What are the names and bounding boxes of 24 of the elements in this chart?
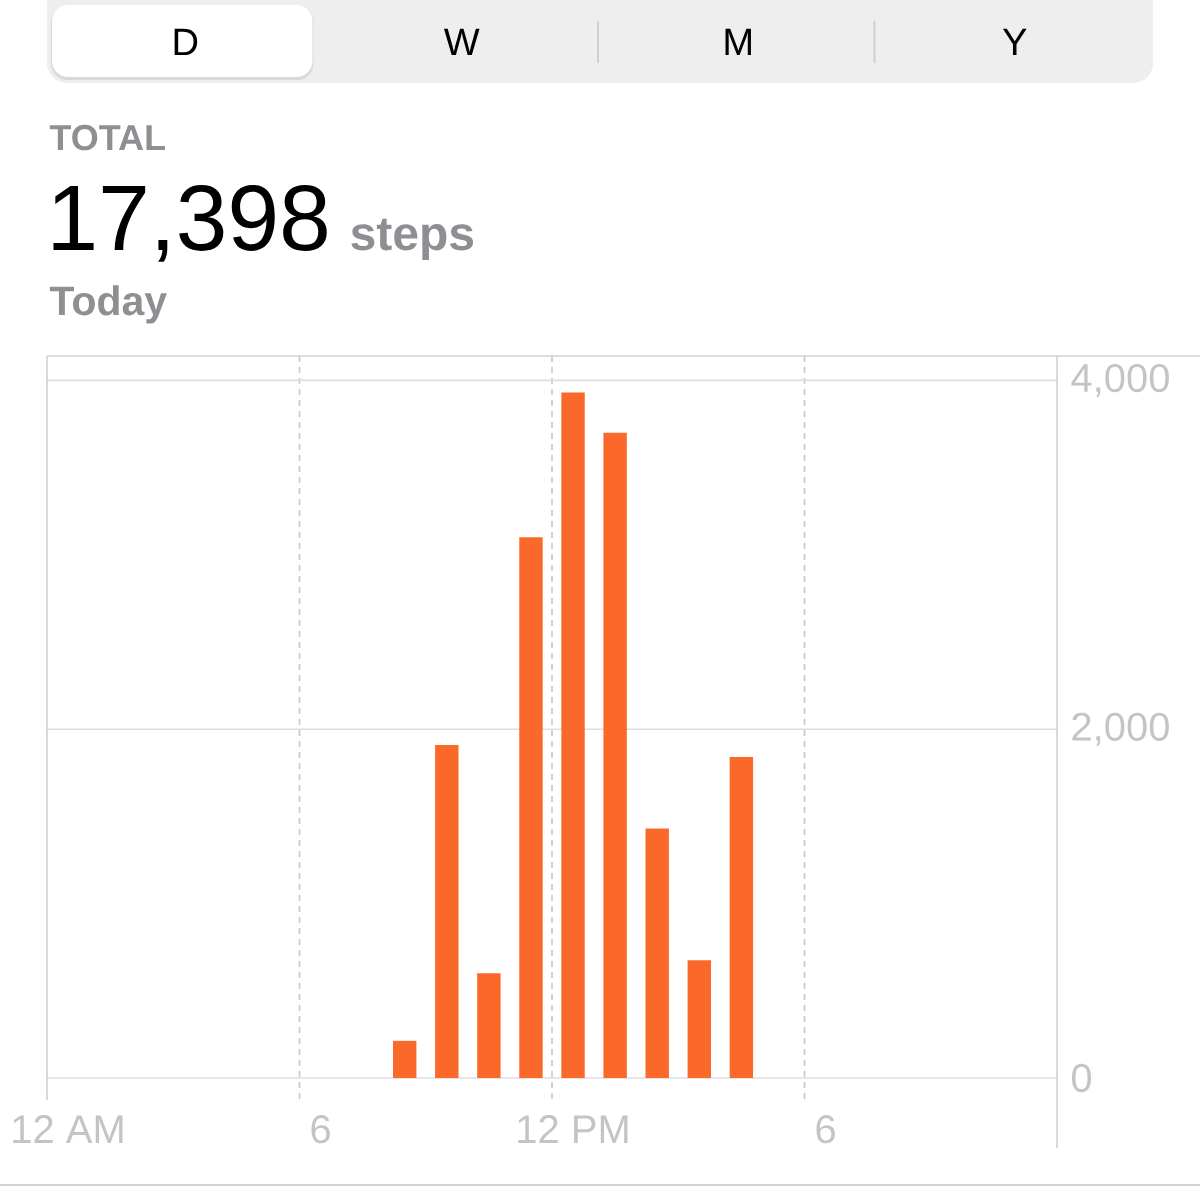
y-tick-label: 4,000	[1071, 363, 1169, 397]
bar	[645, 828, 669, 1078]
y-tick-label: 2,000	[1072, 712, 1169, 746]
chart-title: 17,398	[53, 185, 327, 262]
text: W	[443, 28, 480, 55]
text: M	[725, 28, 751, 55]
bar	[393, 1040, 417, 1078]
x-tick-label: 6	[311, 1115, 330, 1144]
bar	[687, 960, 711, 1078]
bar	[435, 744, 459, 1078]
x-tick-label: 12 AM	[13, 1115, 123, 1143]
bar	[561, 392, 585, 1078]
bar	[729, 757, 754, 1078]
chart-subtitle: Today	[49, 285, 167, 324]
bar	[477, 973, 501, 1078]
x-tick-label: 6	[816, 1115, 835, 1144]
text: steps	[351, 218, 474, 260]
bar	[519, 537, 543, 1078]
bar	[603, 432, 627, 1078]
text: D	[174, 28, 198, 55]
x-tick-label: 12 PM	[518, 1115, 628, 1143]
y-tick-label: 0	[1071, 1063, 1092, 1093]
text: Y	[1002, 28, 1027, 55]
text: TOTAL	[49, 124, 165, 151]
